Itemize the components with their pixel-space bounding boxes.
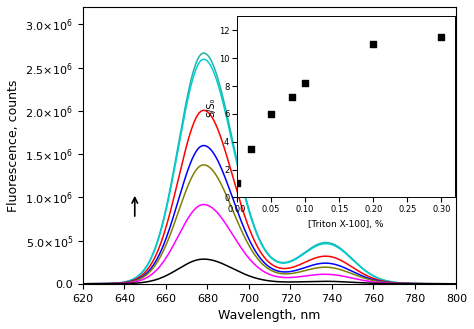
Y-axis label: Fluorescence, counts: Fluorescence, counts bbox=[7, 79, 20, 212]
Point bbox=[267, 111, 275, 116]
Point bbox=[233, 181, 241, 186]
X-axis label: Wavelength, nm: Wavelength, nm bbox=[219, 309, 321, 322]
Y-axis label: S/S₀: S/S₀ bbox=[206, 97, 216, 116]
Point bbox=[438, 35, 445, 40]
Point bbox=[288, 94, 295, 100]
X-axis label: [Triton X-100], %: [Triton X-100], % bbox=[308, 219, 384, 229]
Point bbox=[247, 146, 255, 151]
Point bbox=[369, 42, 377, 47]
Point bbox=[301, 81, 309, 86]
